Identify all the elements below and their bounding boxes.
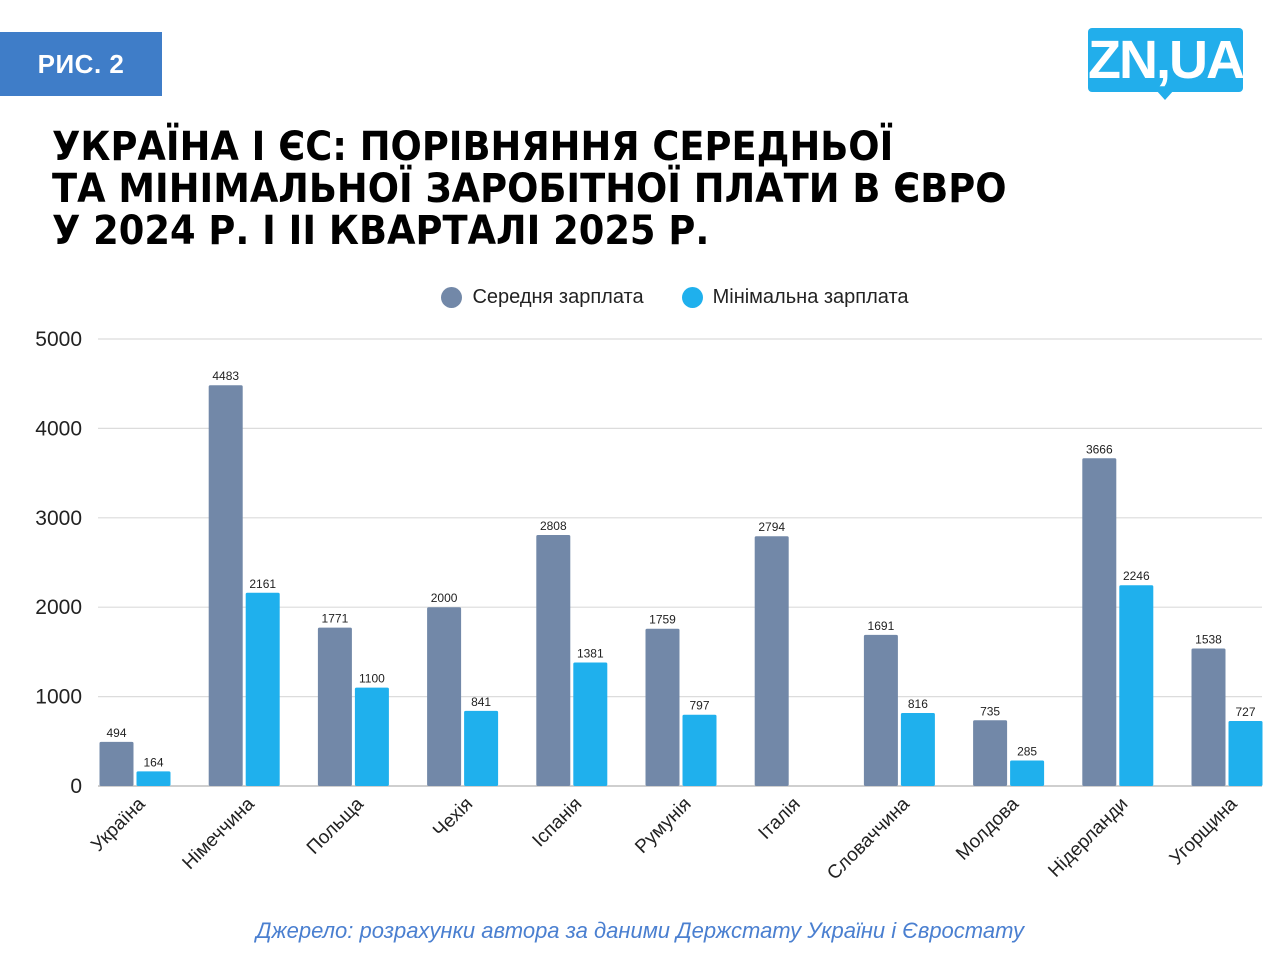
y-tick-label: 1000: [35, 686, 82, 709]
data-label: 727: [1235, 705, 1255, 719]
data-label: 1381: [577, 647, 604, 661]
bar-average: [317, 627, 352, 786]
x-tick-label: Молдова: [952, 793, 1023, 864]
bar-average: [1082, 458, 1117, 786]
y-tick-label: 0: [70, 775, 82, 798]
source-note: Джерело: розрахунки автора за даними Дер…: [256, 918, 1024, 943]
data-label: 797: [689, 699, 709, 713]
bar-minimum: [1119, 585, 1154, 786]
data-label: 1538: [1195, 633, 1222, 647]
data-label: 2000: [431, 591, 458, 605]
x-tick-label: Угорщина: [1166, 793, 1242, 869]
legend-label: Мінімальна зарплата: [712, 286, 909, 308]
legend-item-minimum: Мінімальна зарплата: [681, 286, 909, 309]
x-tick-label: Польща: [303, 793, 368, 858]
bar-average: [536, 534, 571, 786]
bar-average: [208, 385, 243, 786]
data-label: 1691: [868, 619, 895, 633]
x-tick-label: Румунія: [631, 794, 695, 858]
bar-minimum: [354, 687, 389, 786]
zn-ua-logo: ZN,UA: [1088, 28, 1245, 100]
bar-average: [973, 720, 1008, 786]
title-line: ТА МІНІМАЛЬНОЇ ЗАРОБІТНОЇ ПЛАТИ В ЄВРО: [52, 166, 1007, 212]
bar-average: [754, 536, 789, 786]
y-tick-label: 3000: [35, 507, 82, 530]
y-tick-label: 4000: [35, 417, 82, 440]
bar-minimum: [1010, 760, 1045, 786]
data-label: 1771: [322, 612, 349, 626]
x-tick-label: Іспанія: [529, 794, 587, 852]
legend-marker: [681, 287, 703, 308]
bar-minimum: [136, 771, 171, 786]
legend-item-average: Середня зарплата: [441, 286, 644, 309]
bar-average: [1191, 648, 1226, 786]
chart-title: УКРАЇНА І ЄС: ПОРІВНЯННЯ СЕРЕДНЬОЇ ТА МІ…: [52, 126, 1007, 252]
bar-average: [863, 634, 898, 786]
data-label: 1759: [649, 613, 676, 627]
title-line: УКРАЇНА І ЄС: ПОРІВНЯННЯ СЕРЕДНЬОЇ: [52, 124, 894, 170]
data-label: 841: [471, 695, 491, 709]
data-label: 2808: [540, 519, 567, 533]
bar-average: [645, 628, 680, 786]
x-tick-label: Чехія: [429, 794, 477, 842]
x-tick-label: Словаччина: [823, 793, 914, 884]
data-label: 164: [143, 755, 163, 769]
data-label: 3666: [1086, 442, 1113, 456]
bar-average: [427, 607, 462, 786]
bar-minimum: [573, 662, 608, 786]
legend-marker: [441, 287, 463, 308]
y-tick-label: 5000: [35, 328, 82, 351]
data-label: 1100: [359, 672, 385, 686]
data-label: 2794: [758, 520, 785, 534]
figure-badge: РИС. 2: [0, 32, 162, 96]
bar-minimum: [245, 592, 280, 786]
bar-minimum: [1228, 721, 1263, 786]
data-label: 494: [106, 726, 126, 740]
bar-minimum: [900, 713, 935, 786]
title-line: У 2024 Р. І ІІ КВАРТАЛІ 2025 Р.: [52, 208, 710, 254]
data-label: 4483: [212, 369, 239, 383]
y-tick-label: 2000: [35, 596, 82, 619]
bar-minimum: [682, 714, 717, 786]
legend: Середня зарплата Мінімальна зарплата: [0, 286, 1280, 309]
bar-minimum: [464, 710, 499, 786]
data-label: 2246: [1123, 569, 1150, 583]
legend-label: Середня зарплата: [472, 286, 644, 308]
data-label: 2161: [249, 577, 276, 591]
data-label: 285: [1017, 745, 1037, 759]
x-tick-label: Італія: [755, 794, 805, 844]
data-label: 816: [908, 697, 928, 711]
x-tick-label: Україна: [87, 793, 150, 856]
x-tick-label: Нідерланди: [1044, 794, 1132, 882]
bar-average: [99, 741, 134, 786]
x-tick-label: Німеччина: [179, 793, 260, 874]
data-label: 735: [980, 704, 1000, 718]
